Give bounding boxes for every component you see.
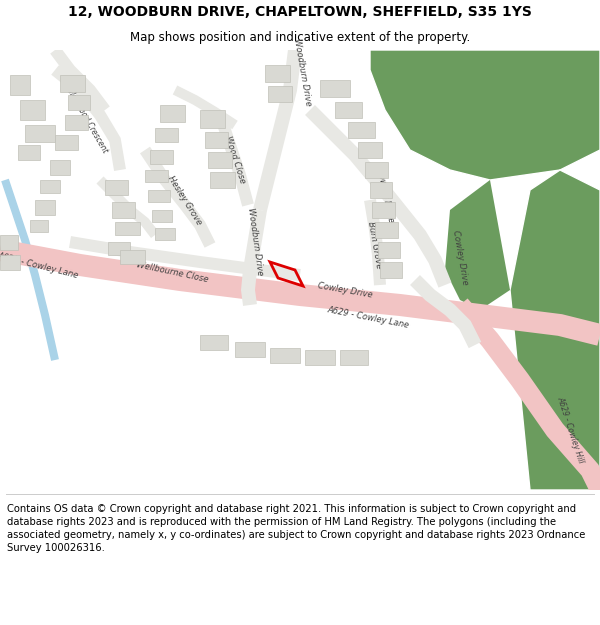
Polygon shape — [50, 160, 70, 175]
Text: Glenwood Crescent: Glenwood Crescent — [64, 86, 110, 154]
Polygon shape — [152, 210, 172, 222]
Polygon shape — [112, 202, 135, 218]
Polygon shape — [375, 222, 398, 238]
Polygon shape — [40, 180, 60, 193]
Polygon shape — [0, 239, 600, 346]
Polygon shape — [0, 235, 18, 250]
Text: Hesley Grove: Hesley Grove — [166, 174, 203, 226]
Polygon shape — [25, 125, 55, 142]
Polygon shape — [69, 236, 301, 281]
Polygon shape — [173, 86, 238, 129]
Polygon shape — [68, 95, 90, 110]
Polygon shape — [305, 350, 335, 365]
Polygon shape — [35, 200, 55, 215]
Polygon shape — [1, 179, 59, 361]
Polygon shape — [210, 172, 235, 188]
Polygon shape — [335, 102, 362, 118]
Polygon shape — [51, 66, 126, 171]
Polygon shape — [155, 228, 175, 240]
Text: Cowley Drive: Cowley Drive — [375, 167, 395, 223]
Polygon shape — [65, 115, 88, 130]
Polygon shape — [358, 142, 382, 158]
Polygon shape — [55, 135, 78, 150]
Text: A629 - Cowley Lane: A629 - Cowley Lane — [0, 252, 79, 281]
Polygon shape — [145, 170, 168, 182]
Polygon shape — [0, 255, 20, 270]
Polygon shape — [140, 147, 215, 248]
Text: Cowley Drive: Cowley Drive — [317, 281, 373, 299]
Polygon shape — [235, 342, 265, 357]
Polygon shape — [20, 100, 45, 120]
Polygon shape — [340, 350, 368, 365]
Text: Wellbourne Close: Wellbourne Close — [135, 260, 209, 284]
Polygon shape — [120, 250, 145, 264]
Polygon shape — [410, 275, 481, 348]
Polygon shape — [364, 199, 386, 286]
Text: Woodburn Drive: Woodburn Drive — [292, 38, 313, 106]
Polygon shape — [214, 113, 254, 206]
Text: Burn Grove: Burn Grove — [367, 221, 383, 269]
Polygon shape — [305, 105, 451, 288]
Text: Cowley Drive: Cowley Drive — [451, 230, 469, 286]
Polygon shape — [452, 299, 600, 494]
Polygon shape — [370, 50, 600, 180]
Polygon shape — [148, 190, 170, 202]
Polygon shape — [241, 209, 267, 306]
Polygon shape — [97, 176, 159, 238]
Polygon shape — [30, 220, 48, 232]
Polygon shape — [60, 75, 85, 92]
Polygon shape — [155, 128, 178, 142]
Text: A629 - Cowley Hill: A629 - Cowley Hill — [555, 396, 585, 464]
Polygon shape — [160, 105, 185, 122]
Text: Map shows position and indicative extent of the property.: Map shows position and indicative extent… — [130, 31, 470, 44]
Polygon shape — [205, 132, 228, 148]
Polygon shape — [200, 110, 225, 128]
Text: A629 - Cowley Lane: A629 - Cowley Lane — [326, 306, 410, 331]
Polygon shape — [108, 242, 130, 255]
Polygon shape — [105, 180, 128, 195]
Polygon shape — [378, 242, 400, 258]
Polygon shape — [268, 86, 292, 102]
Polygon shape — [445, 180, 510, 310]
Polygon shape — [320, 80, 350, 97]
Polygon shape — [370, 182, 392, 198]
Text: 12, WOODBURN DRIVE, CHAPELTOWN, SHEFFIELD, S35 1YS: 12, WOODBURN DRIVE, CHAPELTOWN, SHEFFIEL… — [68, 6, 532, 19]
Polygon shape — [208, 152, 232, 168]
Polygon shape — [265, 65, 290, 82]
Polygon shape — [253, 49, 302, 212]
Polygon shape — [18, 145, 40, 160]
Text: Wood Close: Wood Close — [223, 135, 247, 185]
Text: Contains OS data © Crown copyright and database right 2021. This information is : Contains OS data © Crown copyright and d… — [7, 504, 586, 553]
Polygon shape — [380, 262, 402, 278]
Polygon shape — [200, 335, 228, 350]
Polygon shape — [365, 162, 388, 178]
Polygon shape — [150, 150, 173, 164]
Polygon shape — [270, 348, 300, 363]
Polygon shape — [10, 75, 30, 95]
Polygon shape — [372, 202, 395, 218]
Text: Woodburn Drive: Woodburn Drive — [246, 208, 264, 276]
Polygon shape — [348, 122, 375, 138]
Polygon shape — [50, 46, 110, 114]
Polygon shape — [115, 222, 140, 235]
Polygon shape — [510, 170, 600, 490]
